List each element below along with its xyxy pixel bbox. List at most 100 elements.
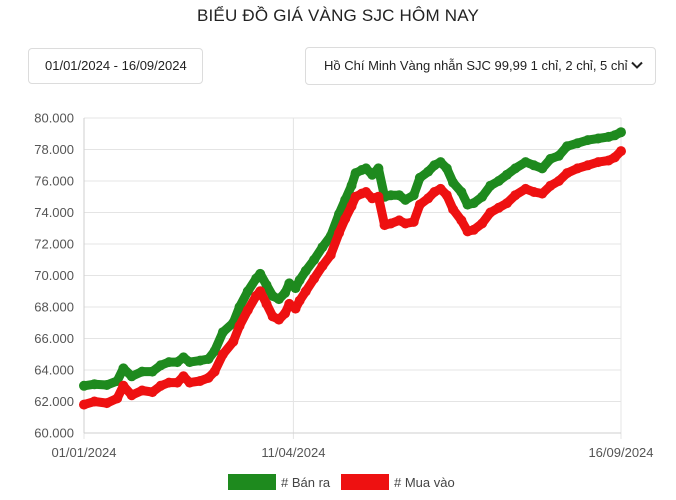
data-point-buy [294,295,305,306]
data-point-buy [562,168,573,179]
data-point-sell [126,371,137,382]
data-point-sell [520,157,531,168]
product-select-value: Hồ Chí Minh Vàng nhẫn SJC 99,99 1 chỉ, 2… [324,58,628,73]
data-point-buy [545,180,556,191]
data-point-buy [164,377,174,388]
data-point-buy [155,380,166,391]
data-point-sell [255,268,266,279]
data-point-sell [385,190,396,201]
data-point-buy [195,376,206,386]
data-point-sell [510,163,521,174]
y-tick-label: 62.000 [34,394,74,409]
legend-label-sell: # Bán ra [281,475,331,490]
data-point-sell [317,242,328,253]
data-point-buy [334,228,344,238]
data-point-sell [346,180,357,191]
data-point-sell [203,354,214,364]
legend-swatch-buy [341,474,389,490]
y-tick-label: 78.000 [34,142,74,157]
data-point-sell [545,153,556,164]
data-point-buy [118,380,129,391]
data-point-buy [528,187,539,197]
data-point-buy [228,336,239,347]
y-tick-label: 66.000 [34,331,74,346]
data-point-sell [294,275,305,286]
data-point-buy [209,366,220,377]
data-point-sell [572,138,583,149]
price-chart: 60.000 62.000 64.000 66.000 68.000 70.000 72.0… [34,111,653,461]
data-point-buy [537,188,548,199]
chart-legend: # Bán ra # Mua vào [0,473,676,493]
data-point-sell [101,380,112,390]
data-point-sell [528,160,539,171]
date-range-input[interactable]: 01/01/2024 - 16/09/2024 [28,48,203,84]
data-point-sell [118,363,129,374]
data-point-sell [361,163,371,174]
data-point-buy [203,372,214,383]
data-point-buy [147,387,158,398]
data-point-buy [485,207,496,218]
data-point-sell [423,166,434,177]
data-point-sell [164,357,174,368]
data-point-buy [101,398,112,409]
data-point-buy [340,213,351,224]
data-point-buy [456,215,467,226]
data-point-buy [423,193,434,204]
data-point-sell [537,163,548,174]
data-point-buy [217,349,228,360]
data-point-sell [367,169,378,180]
data-point-buy [255,286,266,297]
data-point-sell [209,346,220,357]
data-point-buy [309,273,320,284]
data-point-sell [435,157,446,168]
data-point-sell [441,163,452,174]
data-point-buy [273,314,284,325]
y-tick-label: 70.000 [34,268,74,283]
legend-label-buy: # Mua vào [394,475,455,490]
data-point-sell [414,172,425,183]
data-point-sell [493,176,504,186]
data-point-buy [126,390,137,401]
data-point-sell [456,187,467,197]
x-tick-label: 01/01/2024 [51,445,116,460]
y-tick-label: 60.000 [34,426,74,441]
data-point-sell [400,194,411,205]
data-point-sell [280,287,291,298]
y-tick-label: 80.000 [34,111,74,126]
data-point-buy [520,183,531,194]
data-point-buy [373,191,384,202]
data-point-buy [112,393,123,404]
data-point-buy [361,187,371,197]
data-point-sell [448,177,459,188]
data-point-buy [280,308,291,319]
x-tick-label: 16/09/2024 [588,445,653,460]
data-point-buy [234,320,245,331]
data-point-buy [510,190,521,201]
data-point-buy [89,396,100,407]
data-point-buy [616,146,626,157]
data-point-buy [261,298,272,309]
data-point-buy [137,385,148,396]
y-tick-label: 76.000 [34,174,74,189]
data-point-buy [300,286,311,297]
data-point-sell [562,141,573,152]
y-tick-label: 74.000 [34,205,74,220]
data-point-sell [217,327,228,338]
chevron-down-icon [631,48,645,84]
data-point-buy [572,163,583,174]
data-point-sell [373,163,384,174]
data-point-sell [155,360,166,371]
data-point-sell [147,366,158,377]
data-point-sell [468,198,479,209]
data-point-sell [309,254,320,265]
data-point-buy [502,198,512,209]
product-select[interactable]: Hồ Chí Minh Vàng nhẫn SJC 99,99 1 chỉ, 2… [305,47,656,85]
data-point-buy [468,224,479,235]
data-point-sell [137,366,148,377]
y-tick-label: 64.000 [34,363,74,378]
data-point-buy [325,250,336,260]
data-point-buy [79,399,89,410]
data-point-buy [582,160,593,171]
data-point-buy [172,377,183,388]
data-point-buy [477,218,488,229]
